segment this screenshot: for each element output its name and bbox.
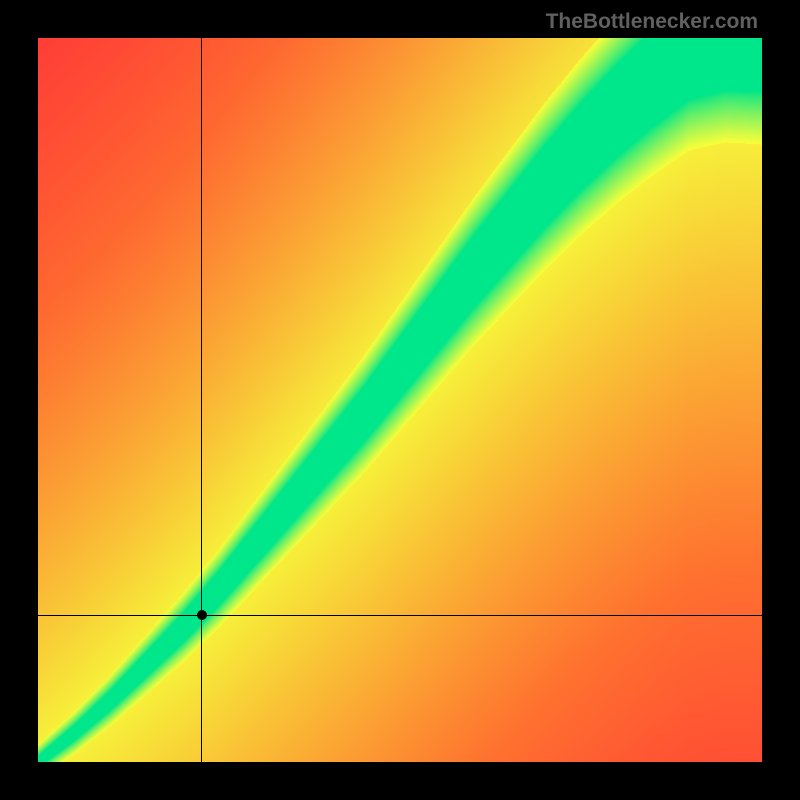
marker-point	[197, 610, 207, 620]
crosshair-horizontal	[38, 615, 762, 616]
watermark-text: TheBottlenecker.com	[546, 10, 758, 34]
frame-right	[762, 0, 800, 800]
frame-bottom	[0, 762, 800, 800]
frame-left	[0, 0, 38, 800]
bottleneck-heatmap	[38, 38, 762, 762]
crosshair-vertical	[201, 38, 202, 762]
